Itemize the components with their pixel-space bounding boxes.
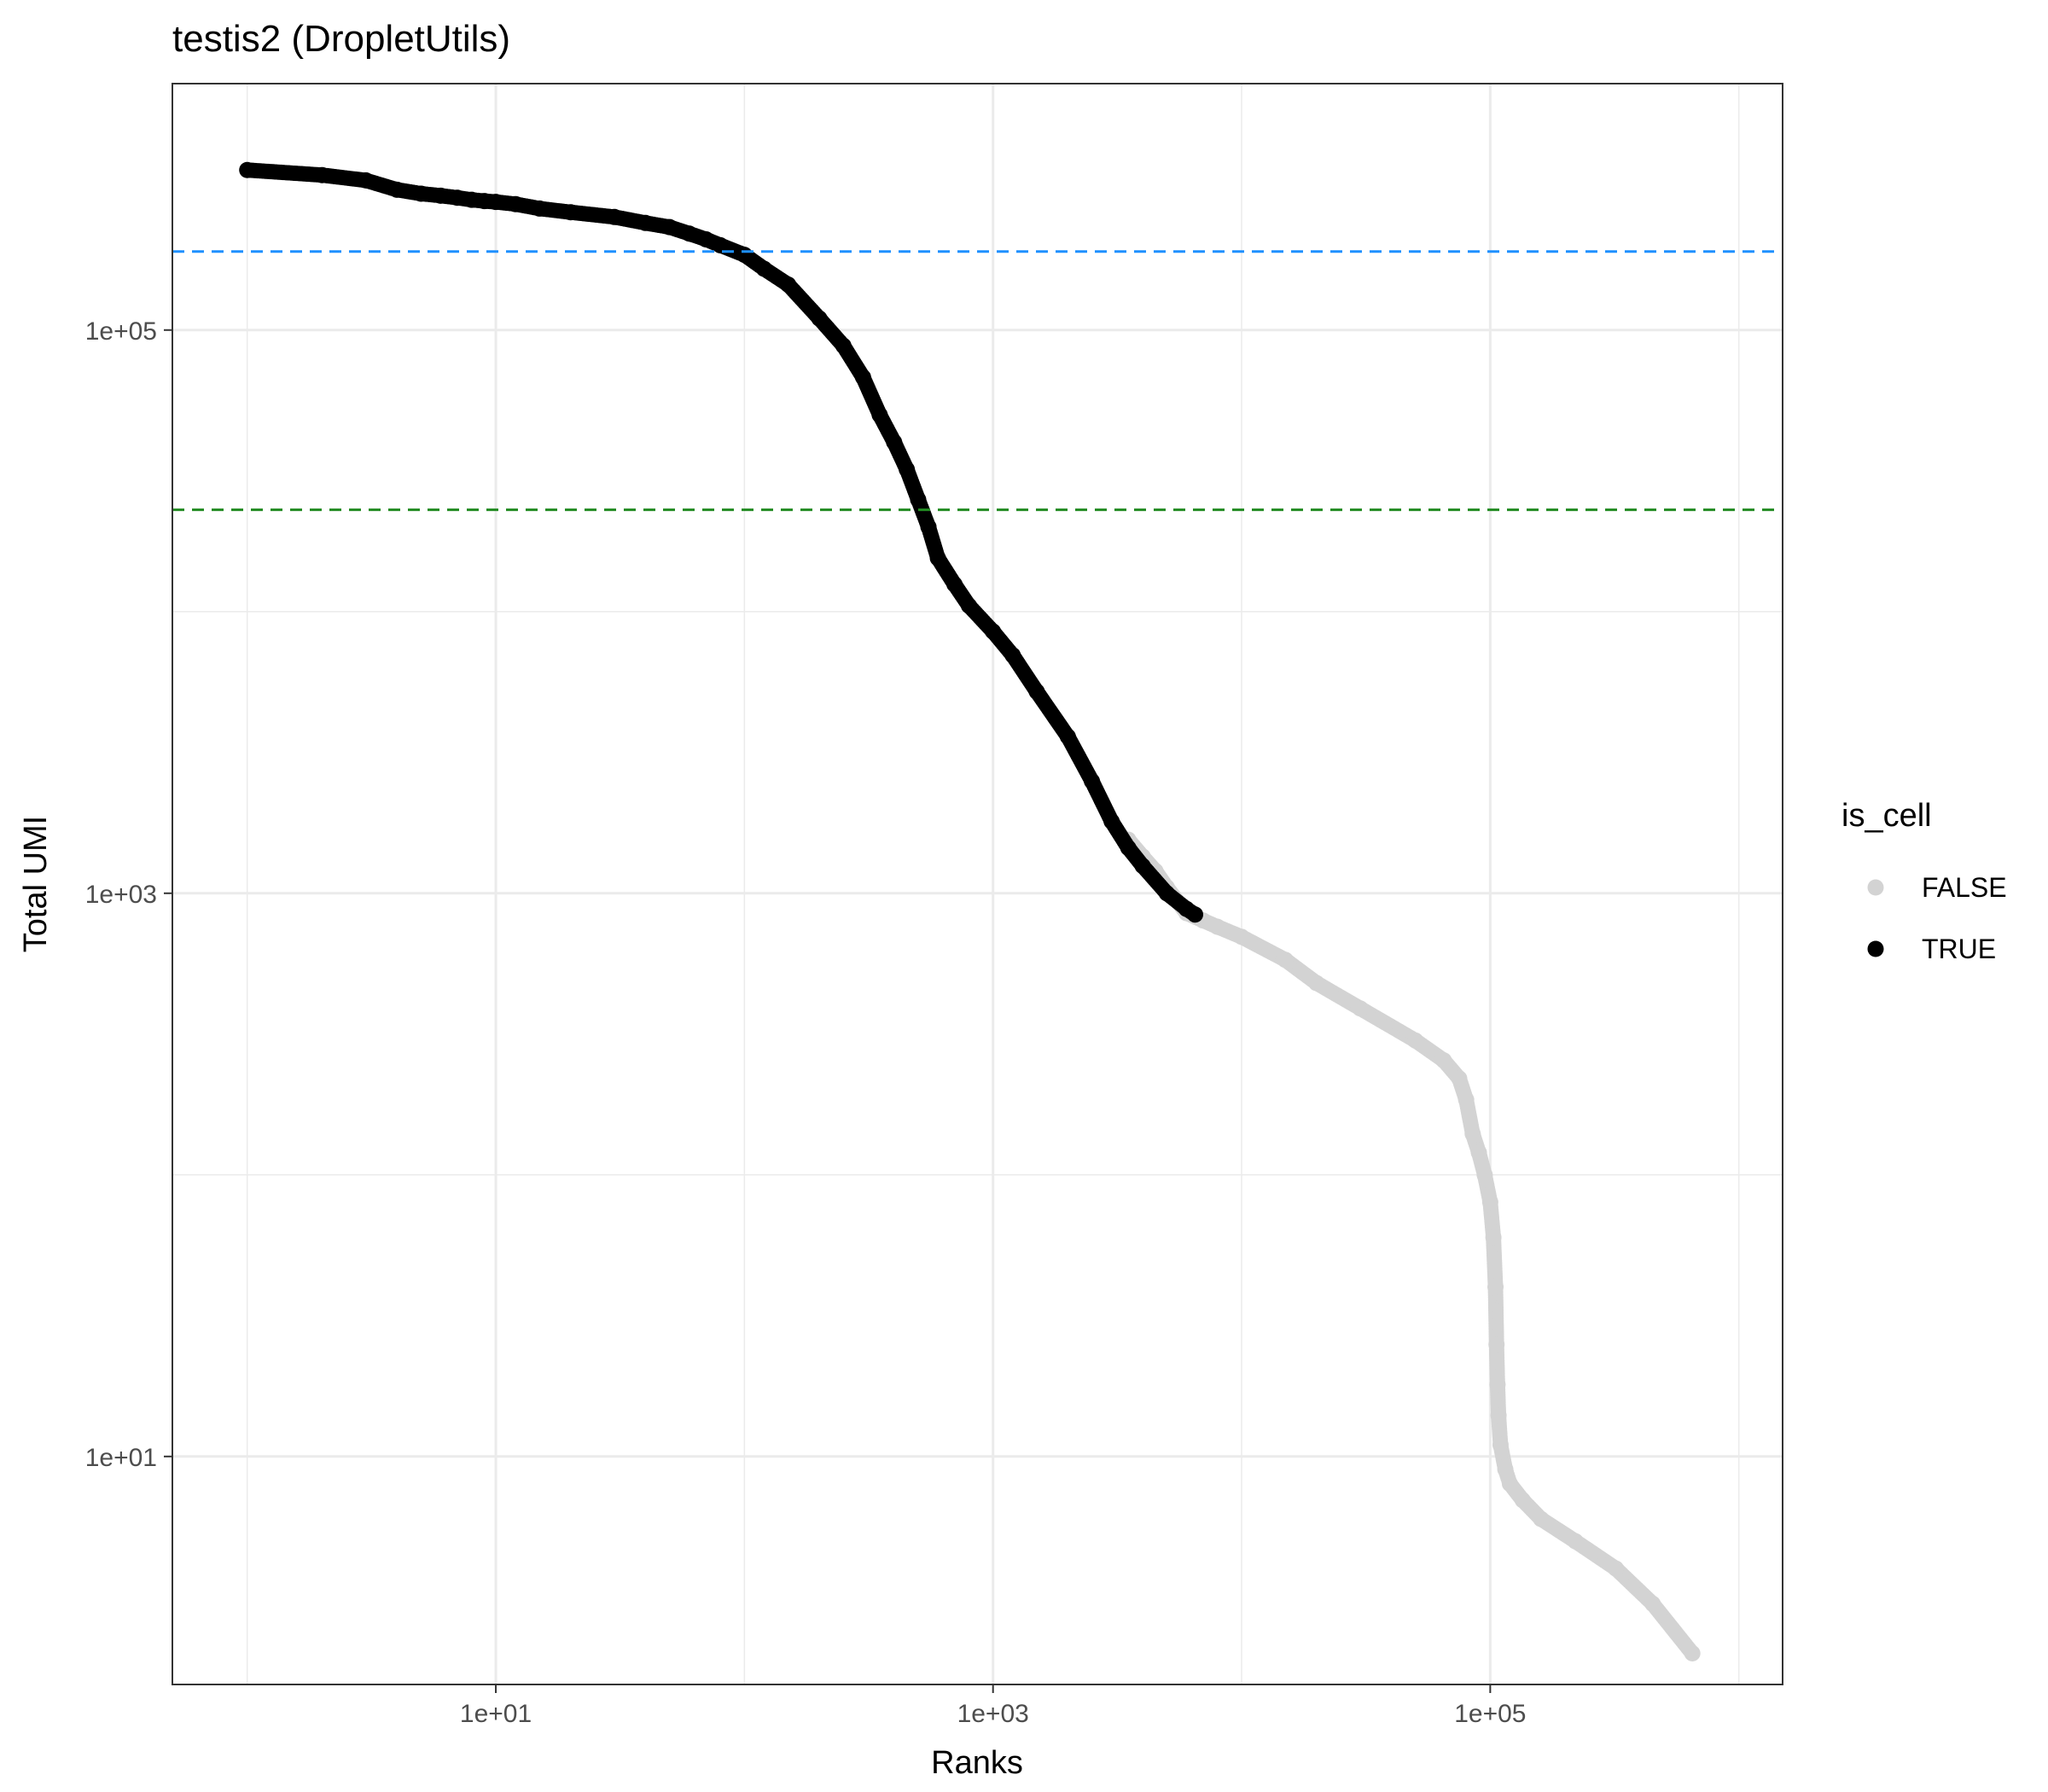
data-point (854, 369, 871, 386)
data-point (1470, 1144, 1487, 1161)
data-point (929, 550, 946, 567)
data-point (1488, 1335, 1505, 1353)
panel-border (172, 83, 1783, 1685)
data-point (1501, 1475, 1518, 1492)
data-point (1490, 1407, 1507, 1424)
data-point (811, 310, 828, 327)
data-point (960, 597, 977, 614)
threshold-lines (172, 250, 1783, 511)
data-point (681, 225, 698, 242)
data-point (637, 214, 654, 231)
data-point (507, 195, 524, 212)
data-point (886, 433, 903, 451)
data-point (1084, 772, 1101, 789)
legend-key-true (1867, 940, 1884, 957)
data-point (239, 161, 256, 178)
x-axis-label: Ranks (931, 1745, 1023, 1781)
data-point (388, 181, 405, 198)
data-point (358, 172, 375, 189)
data-point (920, 518, 937, 535)
data-point (1158, 885, 1175, 902)
y-tick-label: 1e+03 (85, 881, 157, 909)
data-point (562, 204, 579, 221)
data-point (910, 491, 927, 508)
legend-title: is_cell (1841, 798, 1932, 834)
grid-lines (172, 84, 1783, 1684)
data-point (313, 166, 330, 183)
data-point (661, 218, 678, 236)
data-point (697, 230, 714, 247)
data-point (1476, 1167, 1493, 1184)
data-point (712, 236, 729, 253)
y-tick-label: 1e+05 (85, 317, 157, 346)
data-point (1308, 975, 1325, 992)
data-point (449, 189, 466, 207)
data-point (1103, 813, 1120, 830)
data-points (239, 161, 1701, 1661)
data-point (1684, 1644, 1701, 1661)
data-point (1492, 1436, 1509, 1453)
legend: is_cell FALSE TRUE (1841, 798, 2007, 964)
x-tick-label: 1e+05 (1454, 1700, 1526, 1728)
data-point (1608, 1560, 1625, 1577)
data-point (1457, 1091, 1475, 1108)
data-point (1209, 918, 1226, 935)
data-point (412, 185, 429, 202)
chart-title: testis2 (DropletUtils) (172, 18, 510, 60)
data-point (1187, 906, 1204, 923)
data-point (1487, 1278, 1504, 1295)
legend-entries: FALSE TRUE (1867, 872, 2007, 964)
data-point (985, 623, 1002, 640)
data-point (1489, 1376, 1506, 1393)
data-point (736, 247, 753, 264)
legend-label-false: FALSE (1922, 872, 2007, 903)
data-point (835, 337, 852, 354)
data-point (899, 461, 916, 478)
data-point (1134, 858, 1151, 875)
data-point (432, 187, 449, 204)
data-point (1644, 1595, 1661, 1612)
series-true (239, 161, 1204, 923)
data-point (531, 200, 548, 217)
x-tick-label: 1e+01 (460, 1700, 532, 1728)
x-tick-label: 1e+03 (957, 1700, 1029, 1728)
data-point (463, 191, 480, 208)
data-point (1352, 1000, 1369, 1017)
data-point (1059, 728, 1076, 745)
legend-key-false (1867, 879, 1884, 896)
y-axis-label: Total UMI (18, 816, 54, 952)
y-tick-label: 1e+01 (85, 1444, 157, 1472)
data-point (946, 576, 963, 593)
legend-label-true: TRUE (1922, 934, 1996, 964)
data-point (1435, 1052, 1452, 1069)
data-point (1451, 1070, 1468, 1087)
data-point (606, 208, 623, 225)
data-point (1004, 647, 1021, 664)
data-point (755, 260, 772, 277)
x-axis: 1e+01 1e+03 1e+05 (460, 1684, 1526, 1728)
y-axis: 1e+01 1e+03 1e+05 (85, 317, 172, 1472)
data-point (871, 406, 888, 423)
data-point (1533, 1510, 1550, 1527)
series-false (1120, 831, 1701, 1661)
data-point (1514, 1492, 1531, 1509)
data-point (780, 276, 797, 294)
data-point (1233, 928, 1250, 945)
data-point (1464, 1126, 1481, 1143)
data-point (1028, 684, 1045, 701)
data-point (1277, 951, 1294, 969)
data-point (1481, 1194, 1498, 1211)
data-point (1120, 840, 1137, 857)
data-point (1485, 1229, 1502, 1246)
data-point (1407, 1032, 1424, 1049)
data-point (487, 194, 504, 211)
data-point (1567, 1533, 1584, 1550)
data-point (1497, 1461, 1514, 1478)
